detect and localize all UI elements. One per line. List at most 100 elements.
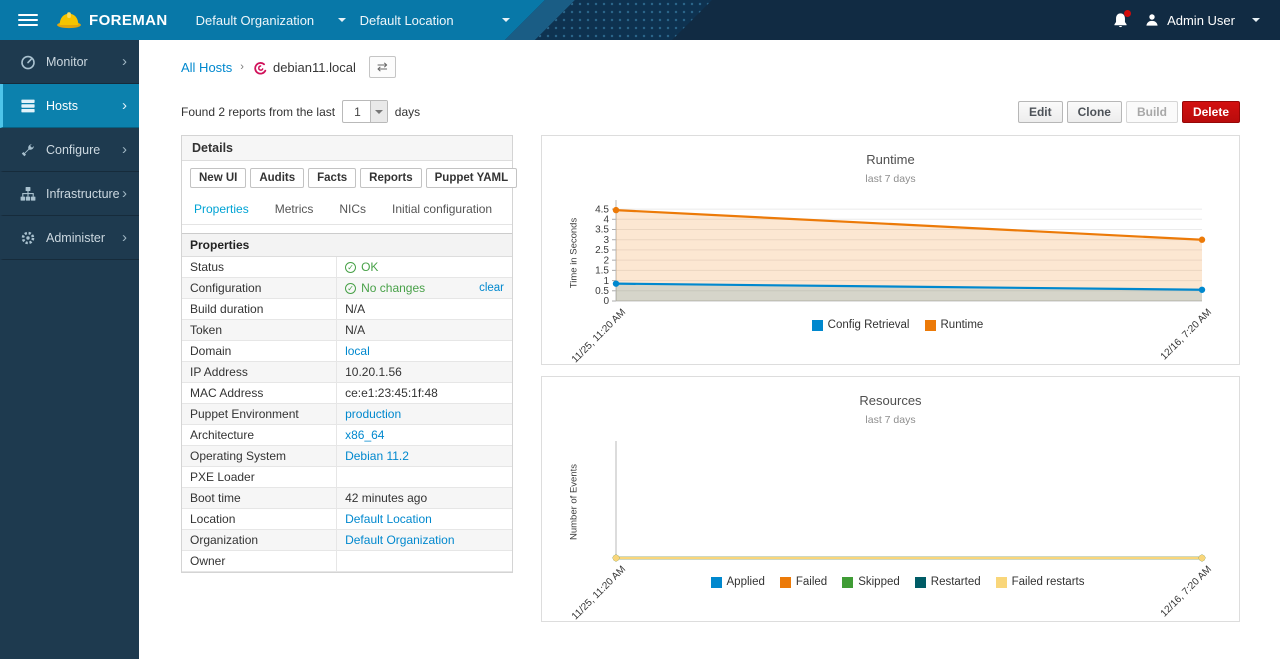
sidebar-item-infrastructure[interactable]: Infrastructure› (0, 172, 139, 216)
legend-swatch (812, 320, 823, 331)
chevron-right-icon: › (122, 186, 127, 201)
property-label: Configuration (182, 278, 337, 298)
chart-subtitle: last 7 days (552, 414, 1229, 426)
user-icon (1144, 12, 1160, 28)
legend-item[interactable]: Restarted (915, 576, 981, 588)
legend-label: Config Retrieval (828, 319, 910, 331)
facts-button[interactable]: Facts (308, 168, 356, 188)
brand-logo[interactable]: FOREMAN (56, 10, 168, 30)
table-row: OrganizationDefault Organization (182, 530, 512, 551)
legend-item[interactable]: Skipped (842, 576, 900, 588)
location-menu[interactable]: Default Location (360, 13, 510, 28)
table-row: Architecture x86_64 (182, 425, 512, 446)
legend-swatch (711, 577, 722, 588)
property-label: Boot time (182, 488, 337, 508)
legend-item[interactable]: Failed restarts (996, 576, 1085, 588)
bell-icon[interactable] (1112, 12, 1129, 29)
delete-button[interactable]: Delete (1182, 101, 1240, 123)
property-label: PXE Loader (182, 467, 337, 487)
chevron-down-icon (502, 18, 510, 22)
svg-text:3: 3 (603, 235, 609, 246)
properties-table-body: Status✓OKConfiguration✓No changesclearBu… (182, 257, 512, 572)
organization-menu[interactable]: Default Organization (196, 13, 346, 28)
y-axis-label: Number of Events (569, 464, 580, 540)
breadcrumb-current-host: debian11.local (273, 60, 356, 75)
property-value-link[interactable]: local (345, 344, 370, 358)
days-select[interactable]: 1 (342, 100, 388, 123)
property-value: N/A (345, 302, 365, 316)
property-value-link[interactable]: x86_64 (345, 428, 384, 442)
runtime-chart-card: Runtime last 7 days Time in Seconds00.51… (541, 135, 1240, 365)
property-value: OK (361, 260, 378, 274)
property-value: 42 minutes ago (345, 491, 427, 505)
details-action-buttons: New UIAuditsFactsReportsPuppet YAML (182, 161, 512, 195)
table-row: Owner (182, 551, 512, 572)
sidebar-item-monitor[interactable]: Monitor› (0, 40, 139, 84)
clear-link[interactable]: clear (479, 282, 504, 294)
sidebar-item-hosts[interactable]: Hosts› (0, 84, 139, 128)
tab-metrics[interactable]: Metrics (275, 202, 314, 216)
chart-legend: Config Retrieval Runtime (566, 319, 1229, 331)
new-ui-button[interactable]: New UI (190, 168, 246, 188)
build-button[interactable]: Build (1126, 101, 1178, 123)
property-label: Puppet Environment (182, 404, 337, 424)
days-select-value: 1 (343, 105, 370, 119)
legend-item[interactable]: Failed (780, 576, 827, 588)
property-label: Status (182, 257, 337, 277)
edit-button[interactable]: Edit (1018, 101, 1063, 123)
tab-nics[interactable]: NICs (339, 202, 366, 216)
property-label: IP Address (182, 362, 337, 382)
chart-title: Runtime (552, 152, 1229, 167)
property-label: Build duration (182, 299, 337, 319)
table-row: IP Address10.20.1.56 (182, 362, 512, 383)
main-content: All Hosts › debian11.local ⇄ Found 2 rep… (139, 40, 1280, 622)
chevron-right-icon: › (122, 142, 127, 157)
breadcrumb-all-hosts-link[interactable]: All Hosts (181, 60, 232, 75)
chevron-down-icon (1252, 18, 1260, 22)
svg-text:2.5: 2.5 (595, 245, 609, 256)
host-actions: Edit Clone Build Delete (1018, 101, 1240, 123)
table-row: PXE Loader (182, 467, 512, 488)
user-menu[interactable]: Admin User (1144, 12, 1260, 28)
gear-icon (20, 230, 36, 246)
check-circle-icon: ✓ (345, 283, 356, 294)
legend-label: Applied (727, 576, 765, 588)
tab-properties[interactable]: Properties (194, 202, 249, 216)
hamburger-icon[interactable] (18, 14, 38, 27)
property-value-link[interactable]: Debian 11.2 (345, 449, 409, 463)
details-panel: Details New UIAuditsFactsReportsPuppet Y… (181, 135, 513, 573)
sidebar-item-label: Hosts (46, 99, 78, 113)
sidebar-item-configure[interactable]: Configure › (0, 128, 139, 172)
property-label: Architecture (182, 425, 337, 445)
svg-text:2: 2 (603, 256, 609, 267)
clone-button[interactable]: Clone (1067, 101, 1122, 123)
svg-text:0.5: 0.5 (595, 286, 609, 297)
svg-text:4: 4 (603, 215, 609, 226)
puppet-yaml-button[interactable]: Puppet YAML (426, 168, 517, 188)
notification-dot (1124, 10, 1131, 17)
chevron-down-icon (370, 101, 387, 122)
legend-item[interactable]: Runtime (925, 319, 984, 331)
hardhat-logo-icon (56, 10, 82, 30)
sidebar: Monitor›Hosts›Configure›Infrastructure›A… (0, 40, 139, 659)
resources-chart-card: Resources last 7 days Number of Events11… (541, 376, 1240, 622)
tab-initial-configuration[interactable]: Initial configuration (392, 202, 492, 216)
report-days-label: days (395, 105, 420, 119)
property-value-link[interactable]: production (345, 407, 401, 421)
gauge-icon (20, 54, 36, 70)
table-row: Build duration N/A (182, 299, 512, 320)
brand-name: FOREMAN (89, 12, 168, 29)
breadcrumb: All Hosts › debian11.local ⇄ (181, 56, 1240, 78)
sidebar-item-label: Configure (46, 143, 100, 157)
report-count-text: Found 2 reports from the last (181, 105, 335, 119)
debian-swirl-icon (252, 60, 267, 75)
properties-table-header: Properties (182, 234, 512, 257)
host-switcher-icon[interactable]: ⇄ (369, 56, 396, 78)
sidebar-item-administer[interactable]: Administer› (0, 216, 139, 260)
legend-item[interactable]: Config Retrieval (812, 319, 910, 331)
reports-button[interactable]: Reports (360, 168, 421, 188)
audits-button[interactable]: Audits (250, 168, 304, 188)
property-value-link[interactable]: Default Location (345, 512, 432, 526)
legend-item[interactable]: Applied (711, 576, 765, 588)
property-value-link[interactable]: Default Organization (345, 533, 454, 547)
